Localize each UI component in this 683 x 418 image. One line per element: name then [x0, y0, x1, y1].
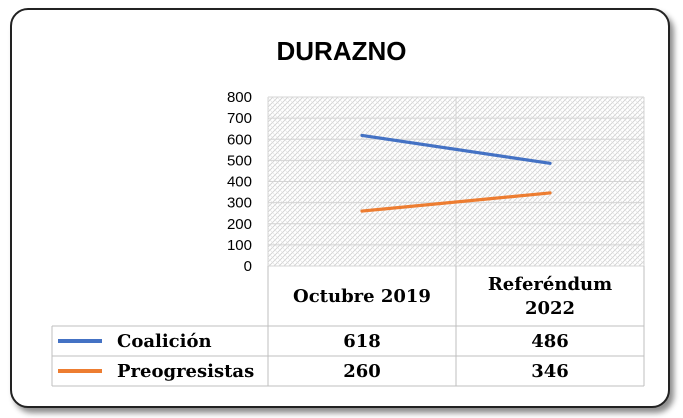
y-tick-label: 200 [227, 216, 252, 233]
y-tick-label: 300 [227, 195, 252, 212]
y-tick-label: 500 [227, 152, 252, 169]
y-tick-label: 100 [227, 237, 252, 254]
category-label: 2022 [525, 298, 575, 319]
y-tick-label: 700 [227, 110, 252, 127]
data-label: 618 [343, 331, 381, 352]
y-tick-label: 400 [227, 174, 252, 191]
data-label: 260 [343, 361, 381, 382]
category-label: Referéndum [488, 274, 612, 295]
data-label: 346 [531, 361, 569, 382]
legend-label: Coalición [117, 331, 212, 352]
data-label: 486 [531, 331, 569, 352]
y-tick-label: 600 [227, 131, 252, 148]
series-line-1 [360, 191, 552, 213]
y-tick-label: 0 [244, 258, 252, 275]
category-label: Octubre 2019 [293, 286, 431, 307]
legend-label: Preogresistas [117, 361, 254, 382]
chart-title: DURAZNO [276, 36, 407, 66]
y-tick-label: 800 [227, 89, 252, 106]
series-line-0 [360, 133, 552, 165]
